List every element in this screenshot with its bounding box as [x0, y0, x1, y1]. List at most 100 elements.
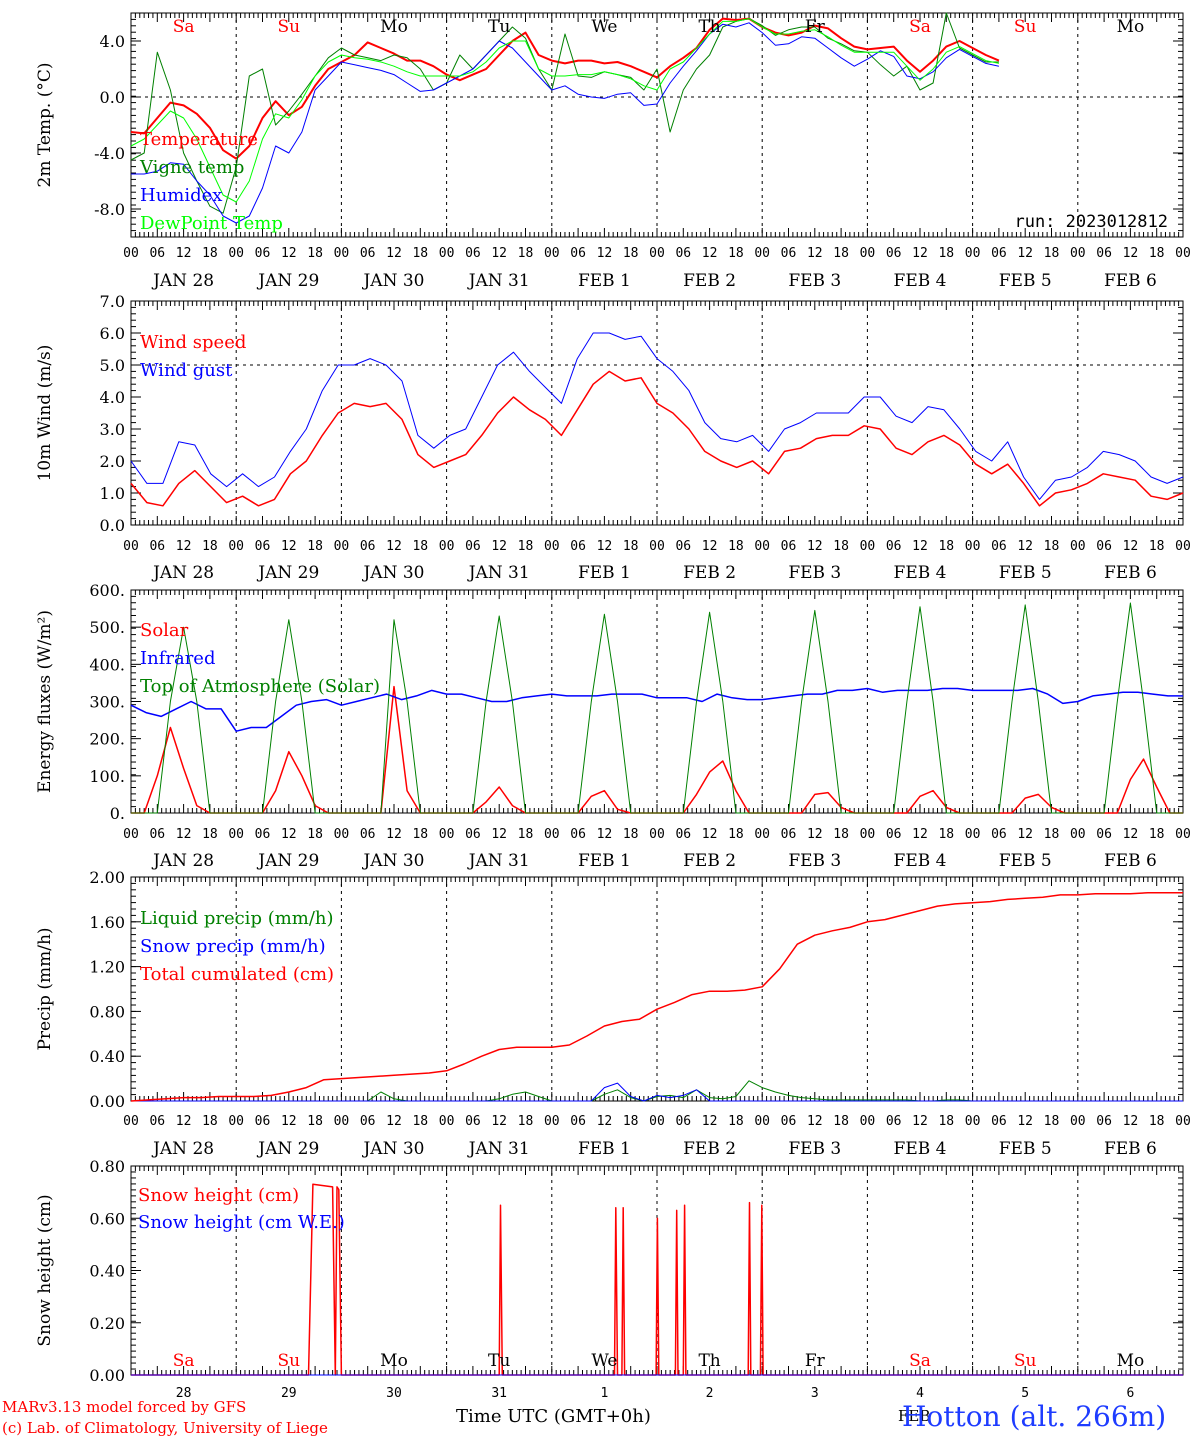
snow-weekday-label: Sa [173, 1351, 195, 1371]
flux-hour-label: 18 [307, 827, 323, 842]
precip-hour-label: 00 [965, 1114, 981, 1129]
wind-legend-entry: Wind speed [140, 332, 246, 353]
precip-hour-label: 00 [228, 1114, 244, 1129]
precip-hour-label: 06 [255, 1114, 271, 1129]
wind-hour-label: 06 [675, 539, 691, 554]
precip-date-label: JAN 31 [467, 1139, 530, 1159]
snow-day-number: 31 [491, 1386, 507, 1401]
wind-date-label: FEB 3 [788, 563, 841, 583]
flux-hour-label: 00 [1070, 827, 1086, 842]
lab-credit: (c) Lab. of Climatology, University of L… [2, 1419, 328, 1437]
precip-hour-label: 18 [202, 1114, 218, 1129]
wind-hour-label: 18 [1149, 539, 1165, 554]
flux-hour-label: 00 [754, 827, 770, 842]
temp-y-tick-label: 4.0 [100, 32, 125, 51]
flux-hour-label: 06 [570, 827, 586, 842]
precip-hour-label: 06 [886, 1114, 902, 1129]
wind-legend-entry: Wind gust [140, 360, 233, 381]
temp-weekday-label: Sa [173, 17, 195, 37]
temp-hour-label: 18 [1044, 246, 1060, 261]
flux-hour-label: 06 [255, 827, 271, 842]
flux-series-infrared [130, 687, 1183, 732]
wind-y-tick-label: 0.0 [100, 516, 125, 535]
temp-hour-label: 00 [228, 246, 244, 261]
flux-series-top-of-atmosphere-solar- [131, 602, 1183, 814]
temp-hour-label: 12 [597, 246, 613, 261]
temp-hour-label: 00 [754, 246, 770, 261]
snow-day-number: 1 [600, 1386, 608, 1401]
wind-y-tick-label: 3.0 [100, 420, 125, 439]
temp-weekday-label: We [591, 17, 617, 37]
flux-hour-label: 00 [228, 827, 244, 842]
flux-hour-label: 18 [623, 827, 639, 842]
precip-date-label: JAN 29 [256, 1139, 319, 1159]
flux-hour-label: 18 [202, 827, 218, 842]
snow-weekday-label: Sa [909, 1351, 931, 1371]
precip-hour-label: 06 [465, 1114, 481, 1129]
precip-hour-label: 12 [807, 1114, 823, 1129]
station-name: Hotton (alt. 266m) [902, 1400, 1167, 1433]
temp-hour-label: 18 [833, 246, 849, 261]
temp-hour-label: 18 [623, 246, 639, 261]
temp-hour-label: 12 [176, 246, 192, 261]
wind-hour-label: 06 [149, 539, 165, 554]
snow-day-number: 4 [916, 1386, 924, 1401]
wind-date-label: JAN 28 [151, 563, 214, 583]
temp-series-temperature [130, 17, 1000, 160]
temp-series-dewpoint-temp [130, 18, 1000, 203]
flux-hour-label: 12 [281, 827, 297, 842]
flux-hour-label: 18 [518, 827, 534, 842]
temp-hour-label: 06 [675, 246, 691, 261]
wind-hour-label: 00 [334, 539, 350, 554]
flux-date-label: FEB 2 [683, 851, 736, 871]
precip-hour-label: 00 [439, 1114, 455, 1129]
flux-legend-entry: Infrared [140, 648, 215, 669]
wind-hour-label: 18 [938, 539, 954, 554]
flux-date-label: JAN 28 [151, 851, 214, 871]
precip-hour-label: 06 [991, 1114, 1007, 1129]
snow-weekday-label: Mo [1117, 1351, 1145, 1371]
snow-y-tick-label: 0.60 [89, 1209, 125, 1228]
temp-hour-label: 00 [649, 246, 665, 261]
wind-hour-label: 12 [702, 539, 718, 554]
flux-legend-entry: Top of Atmosphere (Solar) [140, 676, 380, 697]
precip-hour-label: 18 [518, 1114, 534, 1129]
wind-y-axis-label: 10m Wind (m/s) [35, 345, 55, 482]
temp-y-tick-label: -4.0 [94, 144, 125, 163]
flux-hour-label: 06 [781, 827, 797, 842]
temp-legend-entry: Temperature [140, 129, 258, 150]
wind-hour-label: 12 [386, 539, 402, 554]
flux-y-tick-label: 100. [89, 767, 125, 786]
precip-hour-label: 18 [938, 1114, 954, 1129]
flux-legend-entry: Solar [140, 620, 189, 641]
precip-hour-label: 00 [123, 1114, 139, 1129]
wind-hour-label: 00 [1175, 539, 1191, 554]
temp-hour-label: 00 [1175, 246, 1191, 261]
wind-date-label: FEB 4 [894, 563, 947, 583]
flux-hour-label: 06 [886, 827, 902, 842]
wind-hour-label: 00 [228, 539, 244, 554]
temp-date-label: JAN 29 [256, 271, 319, 291]
temp-weekday-label: Fr [805, 17, 826, 37]
precip-hour-label: 18 [412, 1114, 428, 1129]
flux-hour-label: 00 [439, 827, 455, 842]
snow-weekday-label: Su [1014, 1351, 1037, 1371]
wind-date-label: FEB 5 [999, 563, 1052, 583]
temp-y-tick-label: 0.0 [100, 88, 125, 107]
temp-legend-entry: DewPoint Temp [140, 213, 283, 234]
flux-date-label: FEB 3 [788, 851, 841, 871]
x-axis-label: Time UTC (GMT+0h) [456, 1406, 651, 1427]
wind-series-wind-speed [130, 370, 1184, 507]
wind-y-tick-label: 7.0 [100, 292, 125, 311]
wind-hour-label: 06 [570, 539, 586, 554]
wind-hour-label: 06 [255, 539, 271, 554]
wind-y-tick-label: 6.0 [100, 324, 125, 343]
temp-hour-label: 12 [807, 246, 823, 261]
precip-date-label: FEB 2 [683, 1139, 736, 1159]
flux-hour-label: 12 [491, 827, 507, 842]
wind-date-label: FEB 2 [683, 563, 736, 583]
wind-hour-label: 00 [1070, 539, 1086, 554]
flux-y-tick-label: 500. [89, 618, 125, 637]
temp-date-label: JAN 30 [361, 271, 424, 291]
